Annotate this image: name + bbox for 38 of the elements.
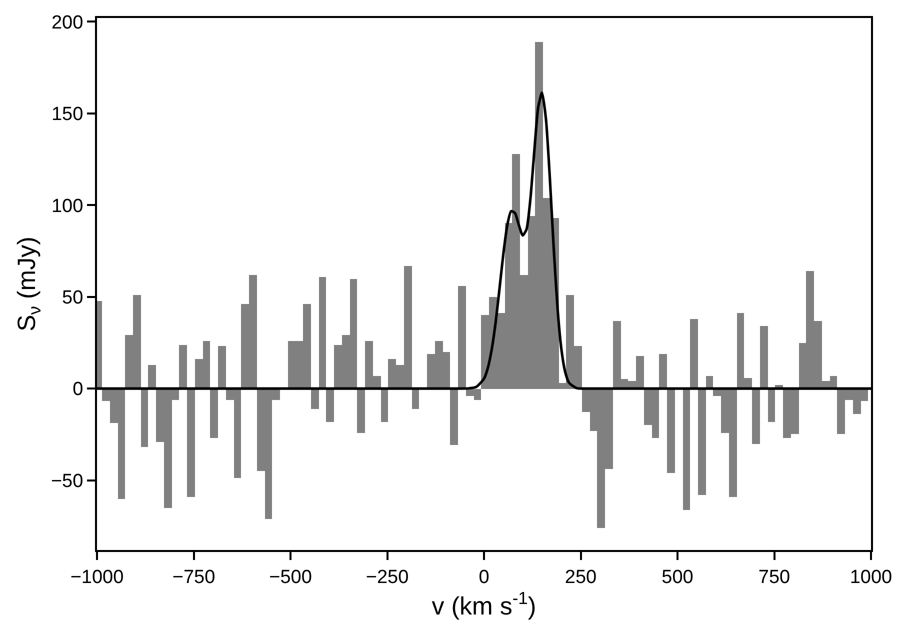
y-tick-label: 150: [51, 104, 84, 126]
x-axis-title: v (km s$^{-1}$): [432, 588, 536, 620]
x-tick-label: −250: [366, 566, 409, 588]
bar: [311, 389, 319, 409]
bar: [690, 319, 698, 389]
bar: [148, 365, 156, 389]
bar: [381, 389, 388, 422]
bar: [141, 389, 148, 447]
bar: [458, 286, 466, 389]
bar: [210, 389, 218, 438]
y-tick-label: 100: [51, 196, 84, 217]
y-tick-label: 200: [51, 12, 84, 34]
bar: [768, 389, 775, 422]
x-tick-label: −1000: [70, 566, 124, 588]
y-tick-label: 50: [62, 287, 84, 308]
y-tick-label: 0: [72, 379, 84, 400]
bar: [218, 346, 226, 389]
bar: [450, 389, 458, 445]
x-tick-label: 500: [662, 566, 694, 588]
x-tick-label: 0: [478, 566, 490, 588]
bar: [698, 389, 706, 495]
x-tick-label: 750: [758, 566, 790, 588]
x-tick-label: −750: [172, 566, 216, 588]
bar: [357, 389, 365, 433]
x-tick-label: −500: [269, 566, 312, 588]
bar: [760, 326, 768, 389]
y-tick-label: −50: [50, 470, 84, 492]
bar: [179, 345, 187, 389]
bar: [752, 389, 760, 444]
bar: [326, 389, 334, 422]
bar: [187, 389, 195, 497]
bar: [683, 389, 690, 510]
x-tick-label: 250: [564, 566, 597, 588]
bar: [412, 389, 419, 409]
x-tick-label: 1000: [850, 566, 892, 588]
bar: [319, 277, 326, 389]
bar: [667, 389, 675, 473]
bar: [659, 354, 667, 389]
